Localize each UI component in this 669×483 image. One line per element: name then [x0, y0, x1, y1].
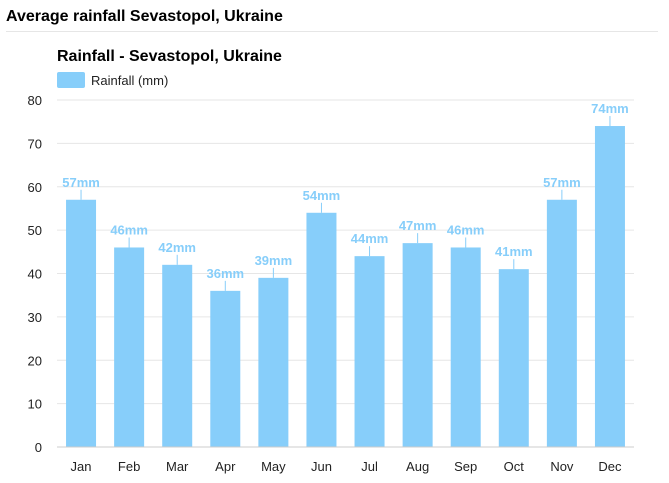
data-label: 57mm: [543, 175, 581, 190]
bar-sep[interactable]: [450, 247, 481, 447]
y-tick-label: 0: [35, 440, 42, 455]
data-label: 41mm: [495, 244, 533, 259]
y-tick-label: 50: [28, 223, 42, 238]
bar-mar[interactable]: [162, 264, 193, 447]
x-tick-label: Oct: [504, 459, 525, 474]
legend-label: Rainfall (mm): [91, 73, 168, 88]
bar-jun[interactable]: [306, 212, 337, 447]
bar-dec[interactable]: [594, 126, 625, 448]
data-label: 46mm: [110, 222, 148, 237]
grid-lines: [57, 99, 634, 405]
x-tick-label: May: [261, 459, 286, 474]
x-tick-label: Dec: [598, 459, 622, 474]
data-label: 74mm: [591, 101, 629, 116]
y-tick-label: 10: [28, 397, 42, 412]
x-tick-label: Jan: [71, 459, 92, 474]
bars: [66, 126, 625, 448]
bar-may[interactable]: [258, 277, 289, 447]
chart-title: Rainfall - Sevastopol, Ukraine: [57, 48, 282, 65]
data-label: 47mm: [399, 218, 437, 233]
data-label: 39mm: [255, 253, 293, 268]
heading-divider: [6, 31, 658, 32]
y-tick-label: 40: [28, 267, 42, 282]
data-label: 46mm: [447, 222, 485, 237]
data-label: 54mm: [303, 188, 341, 203]
x-tick-label: Jul: [361, 459, 378, 474]
y-tick-label: 60: [28, 180, 42, 195]
bar-aug[interactable]: [402, 243, 433, 447]
data-label: 57mm: [62, 175, 100, 190]
data-label: 42mm: [158, 240, 196, 255]
x-tick-label: Feb: [118, 459, 140, 474]
bar-nov[interactable]: [546, 199, 577, 447]
bar-apr[interactable]: [210, 290, 241, 447]
y-axis-ticks: 0 10 20 30 40 50 60 70 80: [28, 93, 42, 455]
page-heading: Average rainfall Sevastopol, Ukraine: [6, 8, 283, 25]
bar-jan[interactable]: [66, 199, 97, 447]
x-axis-ticks: Jan Feb Mar Apr May Jun Jul Aug Sep Oct Nov Dec: [71, 459, 622, 474]
y-tick-label: 30: [28, 310, 42, 325]
data-label: 36mm: [207, 266, 245, 281]
x-tick-label: Sep: [454, 459, 477, 474]
x-tick-label: Jun: [311, 459, 332, 474]
x-tick-label: Mar: [166, 459, 189, 474]
x-tick-label: Nov: [550, 459, 574, 474]
bar-oct[interactable]: [498, 269, 529, 447]
y-tick-label: 20: [28, 353, 42, 368]
data-labels: 57mm 46mm 42mm 36mm 39mm 54mm 44mm 47mm 46mm 41mm…: [62, 101, 629, 291]
data-label: 44mm: [351, 231, 389, 246]
x-tick-label: Aug: [406, 459, 429, 474]
x-tick-label: Apr: [215, 459, 236, 474]
y-tick-label: 70: [28, 136, 42, 151]
bar-jul[interactable]: [354, 256, 385, 447]
legend-swatch: [57, 72, 85, 88]
bar-feb[interactable]: [114, 247, 145, 447]
legend[interactable]: Rainfall (mm): [57, 72, 168, 88]
y-tick-label: 80: [28, 93, 42, 108]
